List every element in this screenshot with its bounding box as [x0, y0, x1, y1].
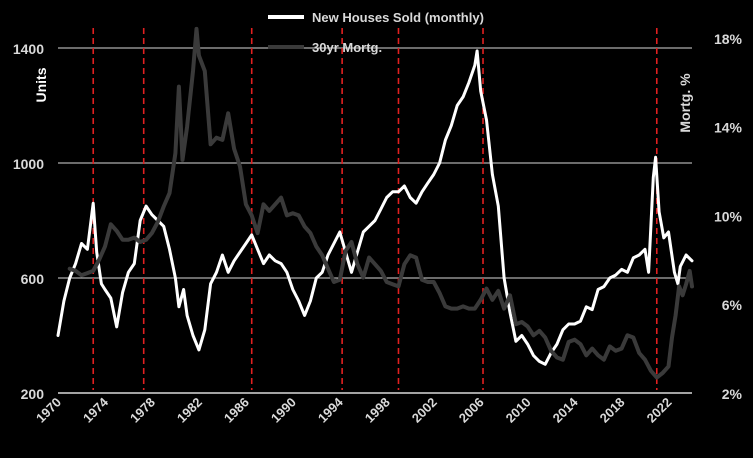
- x-tick-2002: 2002: [409, 395, 440, 426]
- right-y-tick-labels: 2% 6% 10% 14% 18%: [714, 31, 743, 402]
- right-y-tick-10: 10%: [714, 208, 743, 224]
- right-axis-label: Mortg. %: [677, 73, 693, 133]
- x-tick-1994: 1994: [315, 394, 347, 426]
- x-tick-1990: 1990: [268, 395, 299, 426]
- left-y-tick-200: 200: [21, 386, 45, 402]
- x-tick-2018: 2018: [597, 395, 628, 426]
- right-y-tick-6: 6%: [722, 297, 743, 313]
- left-axis-label: Units: [33, 67, 49, 102]
- left-y-tick-labels: 200 600 1000 1400: [13, 41, 44, 402]
- x-tick-labels: 1970 1974 1978 1982 1986 1990 1994 1998 2002 2006…: [33, 394, 675, 426]
- legend-label-mortgage: 30yr Mortg.: [312, 40, 382, 55]
- right-y-tick-14: 14%: [714, 120, 743, 136]
- series-lines: [56, 26, 694, 380]
- x-tick-1978: 1978: [127, 395, 158, 426]
- x-tick-2010: 2010: [503, 395, 534, 426]
- right-y-tick-18: 18%: [714, 31, 743, 47]
- left-y-tick-1000: 1000: [13, 156, 44, 172]
- gridlines: [58, 47, 692, 279]
- right-y-tick-2: 2%: [722, 386, 743, 402]
- x-tick-1982: 1982: [174, 395, 205, 426]
- left-y-tick-1400: 1400: [13, 41, 44, 57]
- legend: New Houses Sold (monthly) 30yr Mortg.: [268, 10, 484, 55]
- x-tick-2006: 2006: [456, 395, 487, 426]
- left-y-tick-600: 600: [21, 271, 45, 287]
- series-line-new-houses-sold: [56, 49, 694, 366]
- legend-label-houses: New Houses Sold (monthly): [312, 10, 484, 25]
- vertical-markers: [92, 28, 658, 390]
- x-tick-1986: 1986: [221, 395, 252, 426]
- x-tick-1998: 1998: [362, 395, 393, 426]
- x-tick-2022: 2022: [644, 395, 675, 426]
- x-tick-2014: 2014: [550, 394, 582, 426]
- series-line-mortgage-rate: [67, 26, 694, 380]
- x-tick-1974: 1974: [80, 394, 112, 426]
